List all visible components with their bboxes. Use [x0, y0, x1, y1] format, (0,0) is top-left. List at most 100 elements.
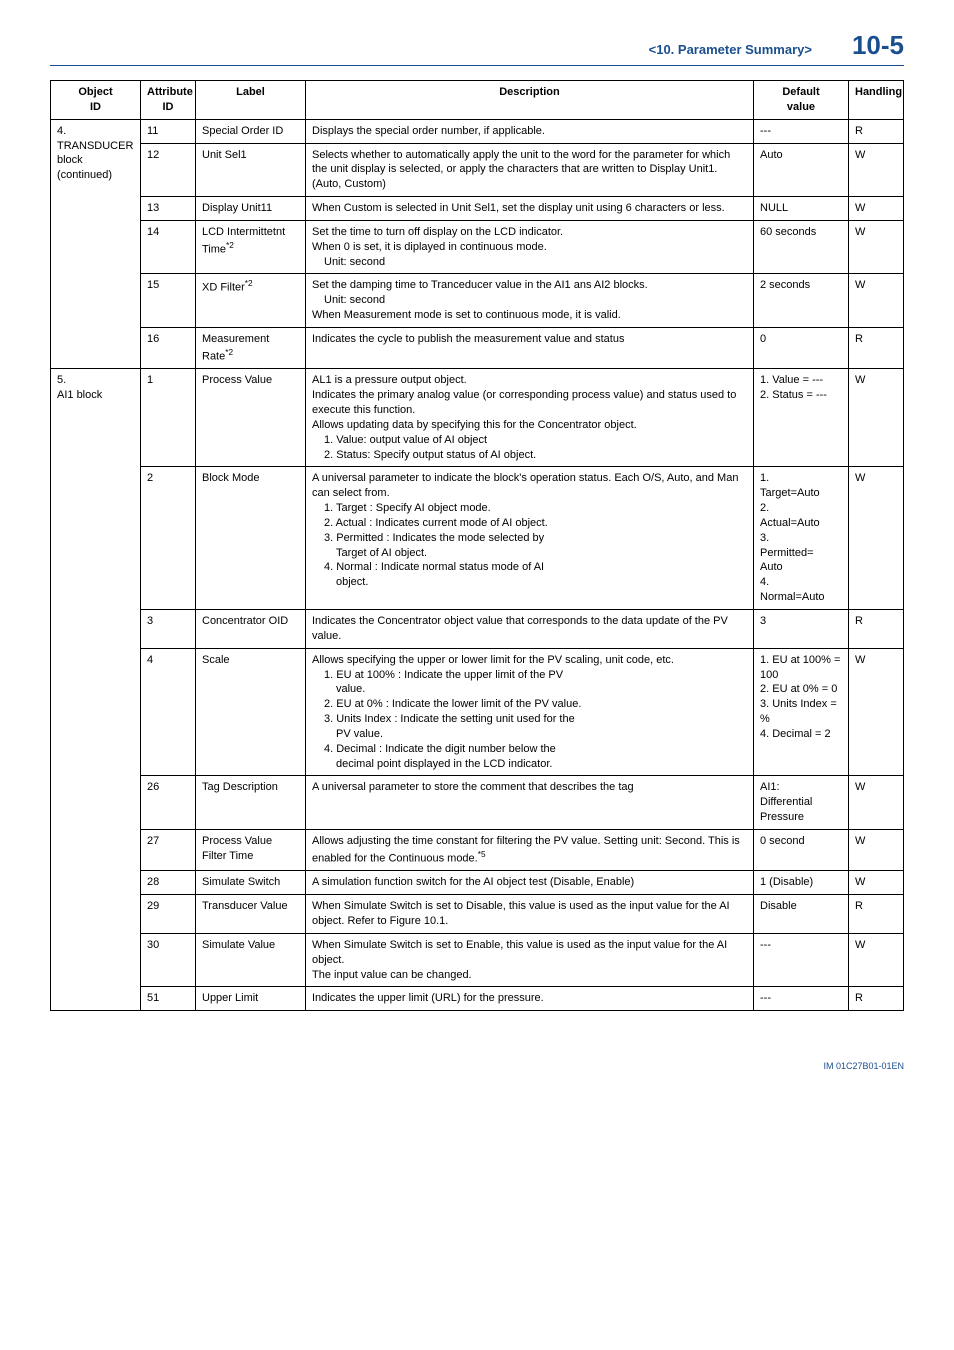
table-row: 27 Process Value Filter Time Allows adju…: [51, 829, 904, 870]
label-cell: Process Value Filter Time: [196, 829, 306, 870]
attr-cell: 30: [141, 933, 196, 987]
object-id-cell: 5. AI1 block: [51, 369, 141, 1011]
default-cell: 1. EU at 100% = 100 2. EU at 0% = 0 3. U…: [754, 648, 849, 776]
label-cell: Display Unit11: [196, 197, 306, 221]
desc-cell: Allows specifying the upper or lower lim…: [306, 648, 754, 776]
attr-cell: 1: [141, 369, 196, 467]
handling-cell: W: [849, 143, 904, 197]
parameter-table: Object ID Attribute ID Label Description…: [50, 80, 904, 1011]
handling-cell: W: [849, 220, 904, 274]
default-cell: NULL: [754, 197, 849, 221]
default-cell: 1 (Disable): [754, 871, 849, 895]
desc-cell: When Custom is selected in Unit Sel1, se…: [306, 197, 754, 221]
desc-cell: Displays the special order number, if ap…: [306, 119, 754, 143]
table-row: 14 LCD Intermittetnt Time*2 Set the time…: [51, 220, 904, 274]
desc-cell: When Simulate Switch is set to Enable, t…: [306, 933, 754, 987]
table-row: 30 Simulate Value When Simulate Switch i…: [51, 933, 904, 987]
table-row: 28 Simulate Switch A simulation function…: [51, 871, 904, 895]
attr-cell: 26: [141, 776, 196, 830]
label-cell: Concentrator OID: [196, 609, 306, 648]
default-cell: 0 second: [754, 829, 849, 870]
default-cell: ---: [754, 119, 849, 143]
label-cell: Block Mode: [196, 467, 306, 610]
handling-cell: W: [849, 467, 904, 610]
attr-cell: 29: [141, 895, 196, 934]
table-row: 12 Unit Sel1 Selects whether to automati…: [51, 143, 904, 197]
footer-doc-id: IM 01C27B01-01EN: [50, 1061, 904, 1071]
attr-cell: 14: [141, 220, 196, 274]
col-label: Label: [196, 81, 306, 120]
attr-cell: 2: [141, 467, 196, 610]
default-cell: 0: [754, 327, 849, 368]
col-attribute-id: Attribute ID: [141, 81, 196, 120]
attr-cell: 3: [141, 609, 196, 648]
default-cell: Disable: [754, 895, 849, 934]
label-cell: Scale: [196, 648, 306, 776]
handling-cell: W: [849, 933, 904, 987]
attr-cell: 12: [141, 143, 196, 197]
attr-cell: 16: [141, 327, 196, 368]
col-default-value: Default value: [754, 81, 849, 120]
handling-cell: W: [849, 274, 904, 328]
default-cell: Auto: [754, 143, 849, 197]
attr-cell: 51: [141, 987, 196, 1011]
handling-cell: R: [849, 987, 904, 1011]
default-cell: 1. Value = --- 2. Status = ---: [754, 369, 849, 467]
table-row: 15 XD Filter*2 Set the damping time to T…: [51, 274, 904, 328]
label-cell: Process Value: [196, 369, 306, 467]
attr-cell: 4: [141, 648, 196, 776]
table-row: 3 Concentrator OID Indicates the Concent…: [51, 609, 904, 648]
desc-cell: Allows adjusting the time constant for f…: [306, 829, 754, 870]
col-handling: Handling: [849, 81, 904, 120]
desc-cell: A simulation function switch for the AI …: [306, 871, 754, 895]
label-cell: Tag Description: [196, 776, 306, 830]
table-header-row: Object ID Attribute ID Label Description…: [51, 81, 904, 120]
table-row: 29 Transducer Value When Simulate Switch…: [51, 895, 904, 934]
default-cell: 1. Target=Auto 2. Actual=Auto 3. Permitt…: [754, 467, 849, 610]
page-number: 10-5: [852, 30, 904, 61]
desc-cell: Indicates the Concentrator object value …: [306, 609, 754, 648]
section-title: <10. Parameter Summary>: [649, 42, 812, 57]
desc-cell: Indicates the upper limit (URL) for the …: [306, 987, 754, 1011]
handling-cell: R: [849, 895, 904, 934]
handling-cell: W: [849, 648, 904, 776]
table-row: 4. TRANSDUCER block (continued) 11 Speci…: [51, 119, 904, 143]
desc-cell: Indicates the cycle to publish the measu…: [306, 327, 754, 368]
desc-cell: Set the time to turn off display on the …: [306, 220, 754, 274]
attr-cell: 11: [141, 119, 196, 143]
label-cell: Simulate Switch: [196, 871, 306, 895]
handling-cell: W: [849, 369, 904, 467]
handling-cell: W: [849, 829, 904, 870]
attr-cell: 13: [141, 197, 196, 221]
handling-cell: W: [849, 871, 904, 895]
handling-cell: R: [849, 119, 904, 143]
handling-cell: W: [849, 197, 904, 221]
col-description: Description: [306, 81, 754, 120]
label-cell: Special Order ID: [196, 119, 306, 143]
label-cell: LCD Intermittetnt Time*2: [196, 220, 306, 274]
label-cell: XD Filter*2: [196, 274, 306, 328]
attr-cell: 27: [141, 829, 196, 870]
desc-cell: When Simulate Switch is set to Disable, …: [306, 895, 754, 934]
attr-cell: 28: [141, 871, 196, 895]
default-cell: ---: [754, 987, 849, 1011]
label-cell: Unit Sel1: [196, 143, 306, 197]
desc-cell: AL1 is a pressure output object. Indicat…: [306, 369, 754, 467]
table-row: 5. AI1 block 1 Process Value AL1 is a pr…: [51, 369, 904, 467]
label-cell: Upper Limit: [196, 987, 306, 1011]
desc-cell: Selects whether to automatically apply t…: [306, 143, 754, 197]
desc-cell: Set the damping time to Tranceducer valu…: [306, 274, 754, 328]
handling-cell: R: [849, 327, 904, 368]
desc-cell: A universal parameter to indicate the bl…: [306, 467, 754, 610]
attr-cell: 15: [141, 274, 196, 328]
table-row: 4 Scale Allows specifying the upper or l…: [51, 648, 904, 776]
default-cell: 2 seconds: [754, 274, 849, 328]
handling-cell: R: [849, 609, 904, 648]
table-row: 51 Upper Limit Indicates the upper limit…: [51, 987, 904, 1011]
object-id-cell: 4. TRANSDUCER block (continued): [51, 119, 141, 369]
table-row: 13 Display Unit11 When Custom is selecte…: [51, 197, 904, 221]
table-row: 2 Block Mode A universal parameter to in…: [51, 467, 904, 610]
default-cell: ---: [754, 933, 849, 987]
label-cell: Simulate Value: [196, 933, 306, 987]
default-cell: AI1: Differential Pressure: [754, 776, 849, 830]
